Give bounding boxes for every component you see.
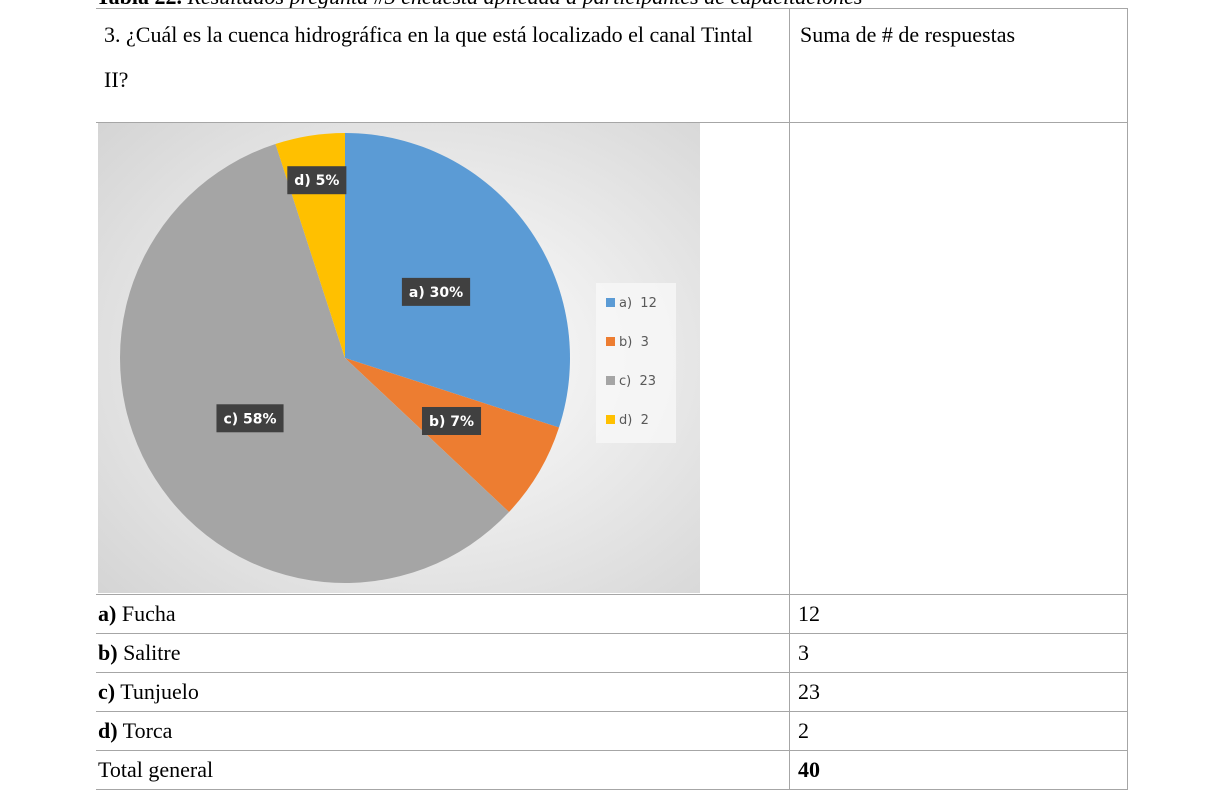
option-key: d) [98, 718, 118, 743]
row-label: b) Salitre [98, 640, 181, 666]
border [96, 750, 1128, 751]
option-text: Torca [122, 718, 173, 743]
pie-slice [345, 358, 559, 513]
border [1127, 8, 1128, 790]
option-text: Tunjuelo [120, 679, 199, 704]
row-value: 2 [798, 718, 809, 743]
row-label: d) Torca [98, 718, 172, 744]
data-label: a) 30% [409, 285, 463, 301]
legend-label: d) 2 [619, 413, 649, 428]
header-cell: 3. ¿Cuál es la cuenca hidrográfica en la… [104, 22, 753, 92]
option-key: c) [98, 679, 116, 704]
row-value: 23 [798, 679, 820, 704]
total-value: 40 [798, 757, 820, 782]
option-key: b) [98, 640, 118, 665]
pie-slice [119, 144, 510, 584]
border [789, 8, 790, 790]
legend-label: c) 23 [619, 374, 656, 389]
row-value: 3 [798, 640, 809, 665]
border [96, 711, 1128, 712]
legend-swatch [606, 298, 615, 307]
border [96, 672, 1128, 673]
row-label: a) Fucha [98, 601, 176, 627]
option-text: Fucha [121, 601, 176, 626]
data-label-box [401, 277, 471, 306]
legend-swatch [606, 415, 615, 424]
row-label: c) Tunjuelo [98, 679, 199, 705]
border [96, 8, 1128, 9]
data-label: c) 58% [223, 411, 276, 427]
data-label-box [287, 166, 347, 195]
option-text: Salitre [123, 640, 181, 665]
border [96, 594, 1128, 595]
border [96, 633, 1128, 634]
legend-swatch [606, 376, 615, 385]
total-label: Total general [98, 757, 214, 782]
pie-chart: a) 30% b) 7% c) 58% d) 5% a) 12 b) 3 c) 23 d) 2 [98, 123, 700, 593]
caption-label: Tabla 22. [96, 0, 182, 9]
data-label-box [216, 404, 284, 433]
border [96, 122, 1128, 123]
legend-label: a) 12 [619, 296, 657, 311]
option-key: a) [98, 601, 117, 626]
row-value: 12 [798, 601, 820, 626]
caption: Tabla 22. Resultados pregunta #3 encuest… [96, 0, 862, 10]
data-label-box [421, 406, 482, 435]
data-label: b) 7% [429, 414, 474, 430]
caption-text: Resultados pregunta #3 encuesta aplicada… [188, 0, 863, 9]
data-label: d) 5% [294, 173, 339, 189]
header-cell: Suma de # de respuestas [800, 22, 1016, 47]
legend-swatch [606, 337, 615, 346]
border [96, 789, 1128, 790]
legend-label: b) 3 [619, 335, 649, 350]
